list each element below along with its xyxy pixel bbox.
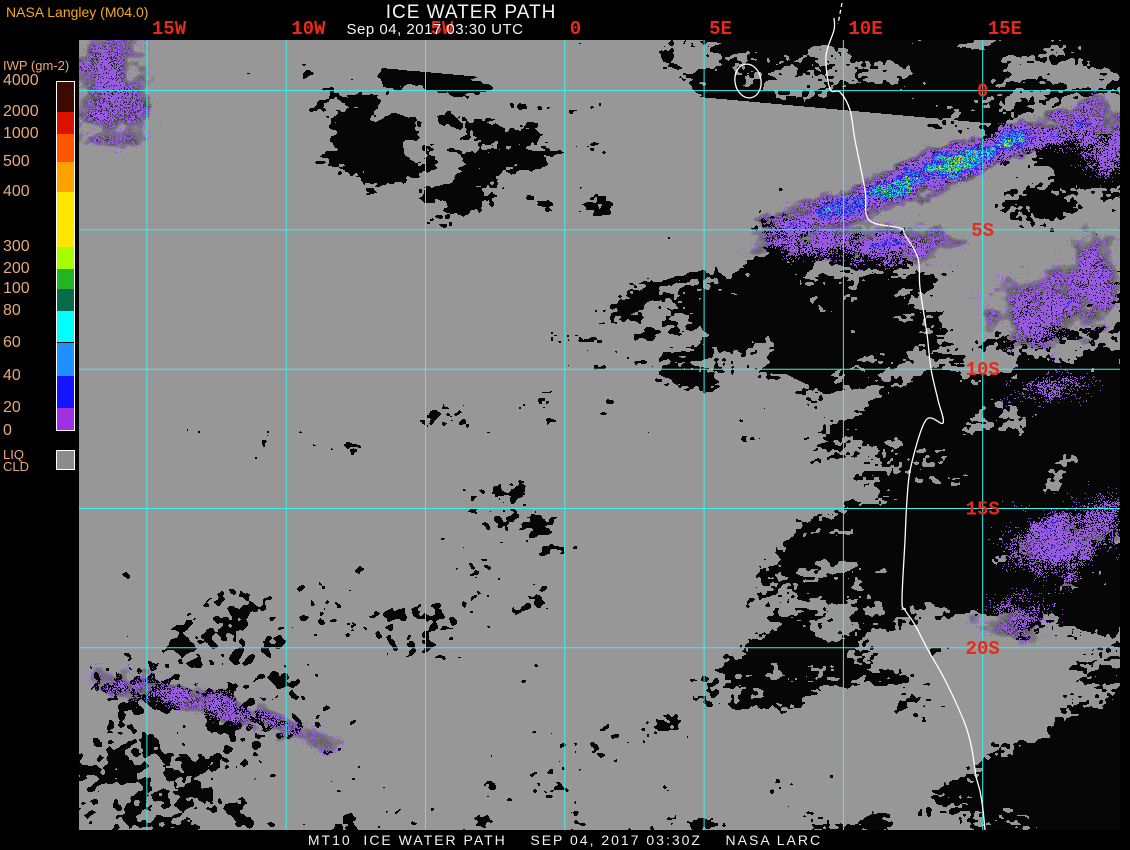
svg-text:10S: 10S (966, 359, 1000, 381)
svg-text:15E: 15E (988, 18, 1022, 40)
svg-text:10E: 10E (848, 18, 882, 40)
svg-text:20S: 20S (966, 638, 1000, 660)
svg-text:5S: 5S (971, 220, 994, 242)
svg-text:0: 0 (570, 18, 581, 40)
svg-text:15S: 15S (966, 499, 1000, 521)
svg-text:10W: 10W (291, 18, 326, 40)
svg-text:0: 0 (977, 81, 988, 103)
svg-text:5E: 5E (709, 18, 732, 40)
svg-text:15W: 15W (152, 18, 187, 40)
